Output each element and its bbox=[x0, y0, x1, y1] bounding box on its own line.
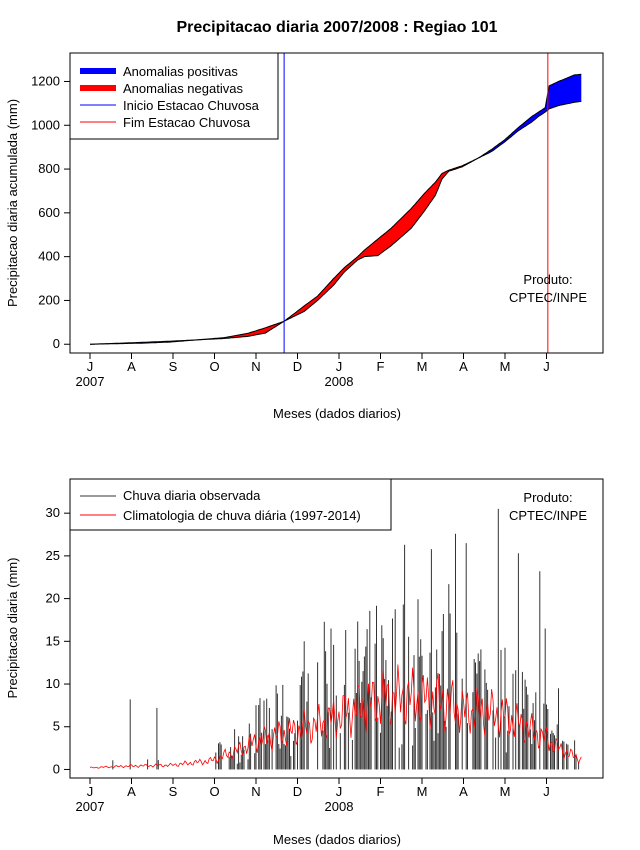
accumulated-product-source: CPTEC/INPE bbox=[509, 290, 587, 305]
observed-daily-bars bbox=[112, 508, 580, 770]
legend-positive-label: Anomalias positivas bbox=[123, 64, 238, 79]
legend-negative-label: Anomalias negativas bbox=[123, 81, 243, 96]
x-tick-label: F bbox=[377, 784, 385, 799]
x-tick-label: A bbox=[127, 784, 136, 799]
x-tick-label: J bbox=[87, 784, 94, 799]
x-tick-label: M bbox=[417, 784, 428, 799]
negative-anomaly-area bbox=[284, 158, 477, 322]
positive-anomaly-area bbox=[476, 74, 582, 159]
x-tick-label: J bbox=[336, 784, 343, 799]
x-tick-label: A bbox=[459, 359, 468, 374]
y-tick-label: 5 bbox=[53, 719, 60, 734]
legend-observed-label: Chuva diaria observada bbox=[123, 488, 261, 503]
legend-start-label: Inicio Estacao Chuvosa bbox=[123, 98, 260, 113]
x-tick-label: S bbox=[169, 784, 178, 799]
accumulated-legend: Anomalias positivas Anomalias negativas … bbox=[69, 52, 279, 140]
x-tick-label: O bbox=[209, 359, 219, 374]
legend-end-label: Fim Estacao Chuvosa bbox=[123, 115, 251, 130]
daily-product-source: CPTEC/INPE bbox=[509, 508, 587, 523]
daily-x-axis-label: Meses (dados diarios) bbox=[273, 832, 401, 847]
x-tick-label: M bbox=[417, 359, 428, 374]
chart-title: Precipitacao diaria 2007/2008 : Regiao 1… bbox=[176, 19, 497, 36]
x-tick-label: A bbox=[459, 784, 468, 799]
y-tick-label: 400 bbox=[38, 249, 60, 264]
x-tick-label: O bbox=[209, 784, 219, 799]
daily-legend-box bbox=[69, 478, 392, 531]
climatology-accumulated-line bbox=[90, 100, 582, 345]
y-tick-label: 0 bbox=[53, 336, 60, 351]
y-tick-label: 20 bbox=[46, 591, 60, 606]
x-tick-label: N bbox=[251, 359, 260, 374]
x-tick-label: D bbox=[293, 359, 302, 374]
daily-legend: Chuva diaria observada Climatologia de c… bbox=[69, 478, 392, 531]
x-tick-label: J bbox=[543, 359, 550, 374]
x-tick-label: M bbox=[500, 359, 511, 374]
observed-accumulated-line bbox=[90, 73, 582, 345]
x-tick-label: J bbox=[87, 359, 94, 374]
y-tick-label: 25 bbox=[46, 548, 60, 563]
y-tick-label: 600 bbox=[38, 205, 60, 220]
y-tick-label: 0 bbox=[53, 761, 60, 776]
y-tick-label: 1000 bbox=[31, 117, 60, 132]
negative-anomaly-area bbox=[197, 321, 283, 340]
daily-y-axis: 0 5 10 15 20 25 30 bbox=[46, 505, 71, 776]
x-tick-label: D bbox=[293, 784, 302, 799]
accumulated-y-axis: 0 200 400 600 800 1000 1200 bbox=[31, 73, 71, 351]
x-tick-label: M bbox=[500, 784, 511, 799]
y-tick-label: 200 bbox=[38, 292, 60, 307]
y-tick-label: 1200 bbox=[31, 73, 60, 88]
x-tick-label: J bbox=[543, 784, 550, 799]
x-tick-label: A bbox=[127, 359, 136, 374]
x-tick-label: N bbox=[251, 784, 260, 799]
y-tick-label: 30 bbox=[46, 505, 60, 520]
x-year-label: 2007 bbox=[76, 374, 105, 389]
x-year-label: 2008 bbox=[325, 799, 354, 814]
x-year-label: 2008 bbox=[325, 374, 354, 389]
climatology-daily-line bbox=[89, 664, 582, 769]
accumulated-product-label: Produto: bbox=[523, 272, 572, 287]
legend-climatology-label: Climatologia de chuva diária (1997-2014) bbox=[123, 508, 361, 523]
y-tick-label: 15 bbox=[46, 633, 60, 648]
daily-product-label: Produto: bbox=[523, 490, 572, 505]
x-year-label: 2007 bbox=[76, 799, 105, 814]
y-tick-label: 10 bbox=[46, 676, 60, 691]
accumulated-x-axis-label: Meses (dados diarios) bbox=[273, 406, 401, 421]
x-tick-label: F bbox=[377, 359, 385, 374]
y-tick-label: 800 bbox=[38, 161, 60, 176]
x-tick-label: S bbox=[169, 359, 178, 374]
x-tick-label: J bbox=[336, 359, 343, 374]
accumulated-legend-box bbox=[69, 52, 279, 140]
daily-y-axis-label: Precipitacao diaria (mm) bbox=[5, 558, 20, 699]
accumulated-y-axis-label: Precipitacao diaria acumulada (mm) bbox=[5, 99, 20, 307]
